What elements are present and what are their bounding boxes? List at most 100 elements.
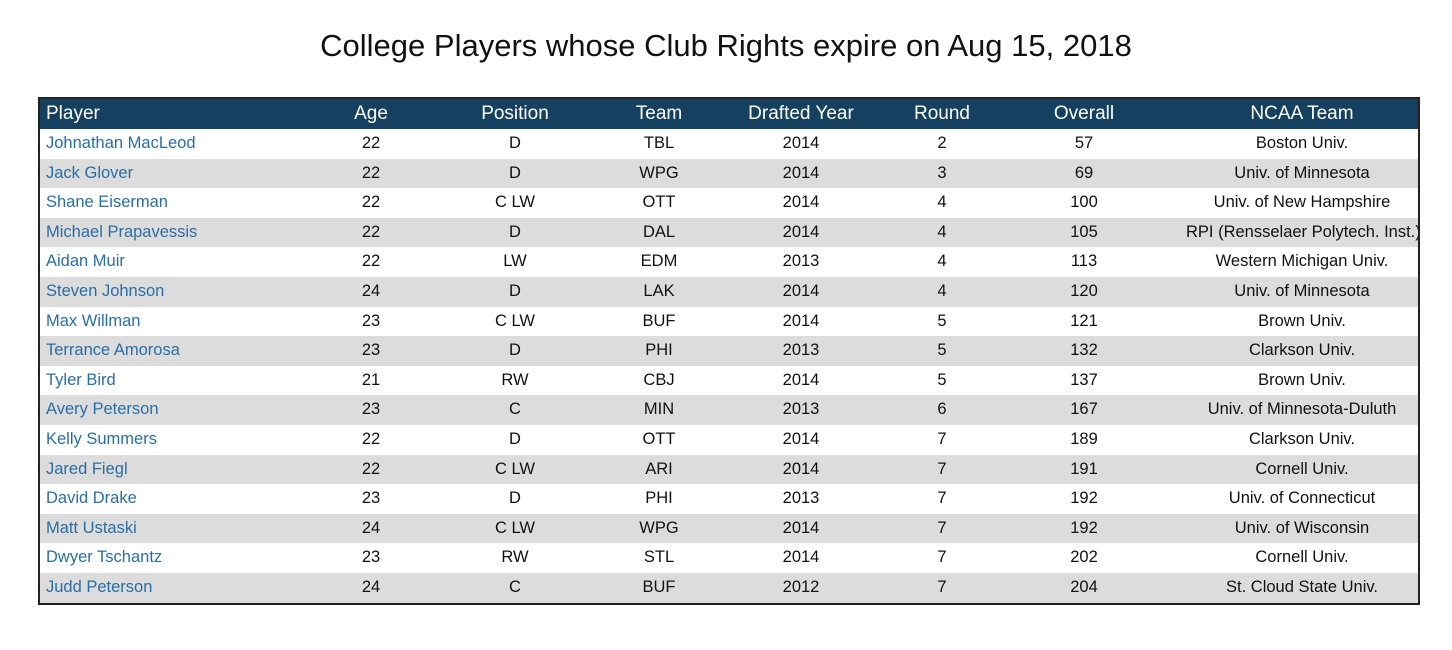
cell-overall: 113 bbox=[1070, 252, 1098, 271]
player-link[interactable]: Shane Eiserman bbox=[46, 193, 168, 212]
cell-team: OTT bbox=[642, 193, 676, 212]
column-header-drafted-year[interactable]: Drafted Year bbox=[748, 103, 854, 124]
cell-round: 7 bbox=[937, 459, 947, 478]
table-row: Tyler Bird 21 RW CBJ 2014 5 137 Brown Univ. bbox=[40, 365, 1418, 396]
cell-overall: 202 bbox=[1070, 548, 1098, 567]
cell-overall: 100 bbox=[1070, 193, 1098, 212]
cell-position: C bbox=[509, 400, 521, 419]
page-title: College Players whose Club Rights expire… bbox=[320, 28, 1132, 63]
cell-position: D bbox=[509, 134, 521, 152]
cell-drafted-year: 2014 bbox=[782, 134, 820, 152]
cell-drafted-year: 2014 bbox=[782, 548, 820, 567]
cell-age: 23 bbox=[361, 489, 381, 508]
table-row: Dwyer Tschantz 23 RW STL 2014 7 202 Cornell Uni… bbox=[40, 543, 1418, 573]
cell-team: TBL bbox=[643, 134, 675, 152]
player-link[interactable]: Max Willman bbox=[46, 311, 141, 330]
cell-player: Aidan Muir bbox=[40, 247, 330, 277]
player-link[interactable]: Jared Fiegl bbox=[46, 459, 128, 478]
player-link[interactable]: Matt Ustaski bbox=[46, 518, 137, 537]
cell-position: D bbox=[509, 429, 521, 448]
cell-drafted-year: 2013 bbox=[782, 252, 820, 271]
header-row: Player Age Position Team Drafted Year Ro… bbox=[40, 99, 1418, 129]
player-link[interactable]: David Drake bbox=[46, 489, 137, 508]
cell-overall: 105 bbox=[1070, 222, 1098, 241]
cell-round: 2 bbox=[937, 134, 947, 152]
cell-player: Dwyer Tschantz bbox=[40, 543, 330, 573]
cell-team: CBJ bbox=[643, 370, 675, 389]
cell-team: LAK bbox=[643, 281, 675, 300]
cell-team: PHI bbox=[645, 489, 673, 508]
cell-drafted-year: 2013 bbox=[782, 400, 820, 419]
cell-ncaa-team: Univ. of Minnesota-Duluth bbox=[1207, 400, 1397, 419]
column-header-round[interactable]: Round bbox=[914, 103, 970, 124]
cell-player: David Drake bbox=[40, 484, 330, 514]
cell-round: 4 bbox=[937, 252, 947, 271]
column-header-player[interactable]: Player bbox=[46, 103, 100, 124]
cell-player: Judd Peterson bbox=[40, 573, 330, 603]
cell-ncaa-team: Brown Univ. bbox=[1258, 370, 1346, 389]
player-link[interactable]: Jack Glover bbox=[46, 163, 134, 182]
cell-overall: 69 bbox=[1074, 163, 1094, 182]
table-row: Shane Eiserman 22 C LW OTT 2014 4 100 Univ. of … bbox=[40, 188, 1418, 218]
cell-overall: 167 bbox=[1070, 400, 1098, 419]
cell-drafted-year: 2014 bbox=[782, 193, 820, 212]
column-header-age[interactable]: Age bbox=[354, 103, 388, 124]
player-link[interactable]: Avery Peterson bbox=[46, 400, 159, 419]
column-header-ncaa-team[interactable]: NCAA Team bbox=[1250, 103, 1354, 124]
cell-player: Michael Prapavessis bbox=[40, 218, 330, 248]
column-header-position[interactable]: Position bbox=[481, 103, 549, 124]
cell-drafted-year: 2012 bbox=[782, 577, 820, 596]
cell-team: STL bbox=[643, 548, 675, 567]
cell-position: C LW bbox=[494, 459, 536, 478]
cell-round: 7 bbox=[937, 489, 947, 508]
cell-age: 21 bbox=[361, 370, 381, 389]
cell-position: C LW bbox=[494, 311, 536, 330]
player-link[interactable]: Judd Peterson bbox=[46, 577, 153, 596]
cell-overall: 204 bbox=[1070, 577, 1098, 596]
table-row: Max Willman 23 C LW BUF 2014 5 121 Brown Univ. bbox=[40, 306, 1418, 337]
player-link[interactable]: Steven Johnson bbox=[46, 281, 165, 300]
cell-position: C bbox=[509, 577, 521, 596]
players-table-container: Player Age Position Team Drafted Year Ro… bbox=[38, 97, 1420, 605]
cell-team: BUF bbox=[642, 577, 676, 596]
player-link[interactable]: Kelly Summers bbox=[46, 429, 157, 448]
player-link[interactable]: Johnathan MacLeod bbox=[46, 134, 196, 152]
cell-drafted-year: 2014 bbox=[782, 281, 820, 300]
cell-position: D bbox=[509, 281, 521, 300]
cell-team: PHI bbox=[645, 341, 673, 360]
player-link[interactable]: Terrance Amorosa bbox=[46, 341, 180, 360]
cell-team: BUF bbox=[642, 311, 676, 330]
player-link[interactable]: Dwyer Tschantz bbox=[46, 548, 163, 567]
players-table: Player Age Position Team Drafted Year Ro… bbox=[40, 99, 1418, 603]
cell-overall: 57 bbox=[1074, 134, 1094, 152]
cell-player: Terrance Amorosa bbox=[40, 336, 330, 366]
player-link[interactable]: Michael Prapavessis bbox=[46, 222, 198, 241]
cell-ncaa-team: Western Michigan Univ. bbox=[1215, 252, 1389, 271]
cell-round: 5 bbox=[937, 311, 947, 330]
cell-age: 23 bbox=[361, 548, 381, 567]
player-link[interactable]: Aidan Muir bbox=[46, 252, 125, 271]
cell-age: 22 bbox=[361, 459, 381, 478]
cell-age: 22 bbox=[361, 193, 381, 212]
cell-overall: 189 bbox=[1070, 429, 1098, 448]
cell-round: 6 bbox=[937, 400, 947, 419]
column-header-overall[interactable]: Overall bbox=[1053, 103, 1115, 124]
cell-ncaa-team: Clarkson Univ. bbox=[1248, 429, 1356, 448]
cell-overall: 191 bbox=[1070, 459, 1098, 478]
cell-age: 22 bbox=[361, 252, 381, 271]
player-link[interactable]: Tyler Bird bbox=[46, 370, 116, 389]
cell-position: C LW bbox=[494, 193, 536, 212]
cell-position: C LW bbox=[494, 518, 536, 537]
cell-ncaa-team: Cornell Univ. bbox=[1255, 459, 1349, 478]
cell-round: 5 bbox=[937, 370, 947, 389]
cell-player: Jared Fiegl bbox=[40, 455, 330, 485]
cell-age: 22 bbox=[361, 429, 381, 448]
cell-round: 3 bbox=[937, 163, 947, 182]
cell-age: 24 bbox=[361, 518, 381, 537]
cell-player: Jack Glover bbox=[40, 159, 330, 189]
cell-overall: 120 bbox=[1070, 281, 1098, 300]
cell-ncaa-team: St. Cloud State Univ. bbox=[1226, 577, 1378, 596]
column-header-team[interactable]: Team bbox=[635, 103, 683, 124]
cell-position: D bbox=[509, 341, 521, 360]
cell-round: 4 bbox=[937, 281, 947, 300]
